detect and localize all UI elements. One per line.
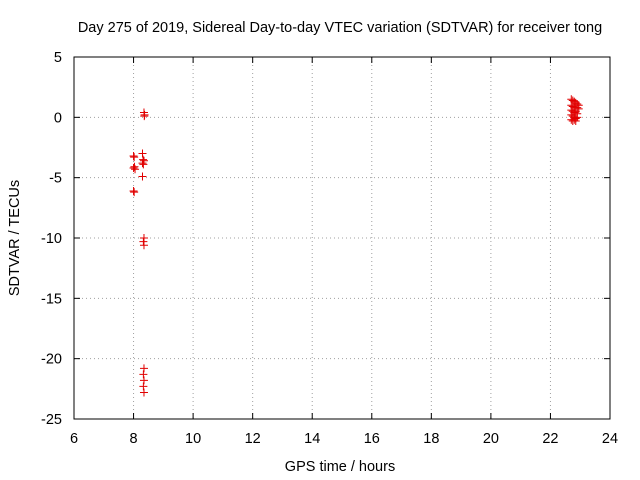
y-tick-label: -10 <box>41 231 62 247</box>
x-tick-label: 20 <box>483 431 499 447</box>
data-point <box>139 160 148 169</box>
data-point <box>129 186 138 195</box>
y-tick-label: -15 <box>41 291 62 307</box>
x-tick-label: 8 <box>130 431 138 447</box>
x-tick-label: 18 <box>423 431 439 447</box>
x-tick-label: 6 <box>70 431 78 447</box>
data-point <box>571 116 580 125</box>
data-point <box>139 241 148 250</box>
data-point <box>129 151 138 160</box>
data-point <box>139 370 148 379</box>
data-point <box>129 164 138 173</box>
chart-title: Day 275 of 2019, Sidereal Day-to-day VTE… <box>78 20 602 36</box>
data-point <box>131 165 140 174</box>
data-point <box>140 112 149 121</box>
y-tick-label: -25 <box>41 412 62 428</box>
data-point <box>130 153 139 162</box>
x-tick-label: 14 <box>304 431 320 447</box>
data-point <box>570 115 579 124</box>
x-tick-label: 24 <box>602 431 618 447</box>
x-axis-tick-labels: 6 8 10 12 14 16 18 20 22 24 <box>70 431 618 447</box>
data-point <box>139 382 148 391</box>
y-axis-tick-labels: 5 0 -5 -10 -15 -20 -25 <box>41 50 62 428</box>
x-axis-label: GPS time / hours <box>285 459 395 475</box>
axis-ticks <box>73 56 611 420</box>
data-point <box>139 234 148 242</box>
grid-lines <box>74 57 610 419</box>
data-point <box>138 172 147 181</box>
data-point <box>139 376 148 385</box>
y-tick-label: 0 <box>54 110 62 126</box>
data-point <box>139 364 148 373</box>
y-axis-label: SDTVAR / TECUs <box>7 180 23 296</box>
data-point <box>138 159 147 168</box>
data-point <box>138 149 147 158</box>
data-point <box>139 388 148 397</box>
data-point <box>130 188 139 197</box>
x-tick-label: 22 <box>542 431 558 447</box>
x-tick-label: 16 <box>364 431 380 447</box>
data-point <box>139 237 148 246</box>
x-tick-label: 12 <box>245 431 261 447</box>
x-tick-label: 10 <box>185 431 201 447</box>
y-tick-label: 5 <box>54 50 62 66</box>
data-points <box>129 95 583 397</box>
y-tick-label: -20 <box>41 352 62 368</box>
y-tick-label: -5 <box>49 171 62 187</box>
